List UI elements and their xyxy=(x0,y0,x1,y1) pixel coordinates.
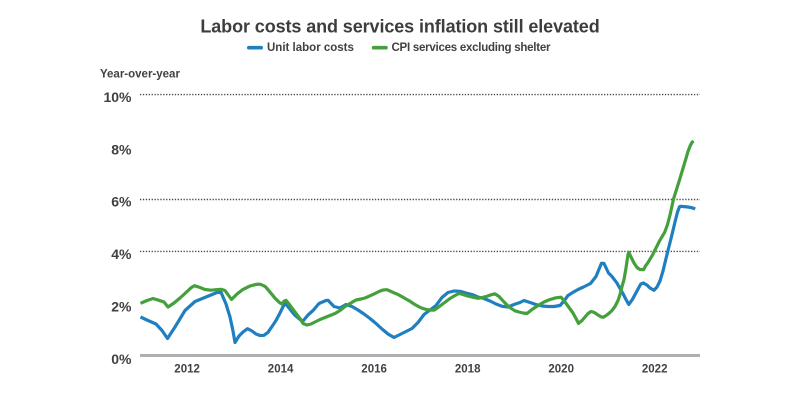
svg-text:2018: 2018 xyxy=(455,363,481,375)
svg-text:2012: 2012 xyxy=(174,363,200,375)
svg-text:2014: 2014 xyxy=(268,363,294,375)
svg-text:Year-over-year: Year-over-year xyxy=(100,69,180,81)
svg-text:Unit labor costs: Unit labor costs xyxy=(267,42,354,54)
svg-text:2022: 2022 xyxy=(642,363,668,375)
svg-text:10%: 10% xyxy=(103,89,132,105)
svg-text:6%: 6% xyxy=(111,194,132,210)
svg-text:CPI services excluding shelter: CPI services excluding shelter xyxy=(392,42,551,54)
svg-text:2020: 2020 xyxy=(548,363,574,375)
svg-text:4%: 4% xyxy=(111,246,132,262)
svg-text:8%: 8% xyxy=(111,141,132,157)
svg-text:0%: 0% xyxy=(111,351,132,367)
svg-text:Labor costs and services infla: Labor costs and services inflation still… xyxy=(200,17,599,37)
svg-text:2016: 2016 xyxy=(361,363,387,375)
svg-text:2%: 2% xyxy=(111,299,132,315)
